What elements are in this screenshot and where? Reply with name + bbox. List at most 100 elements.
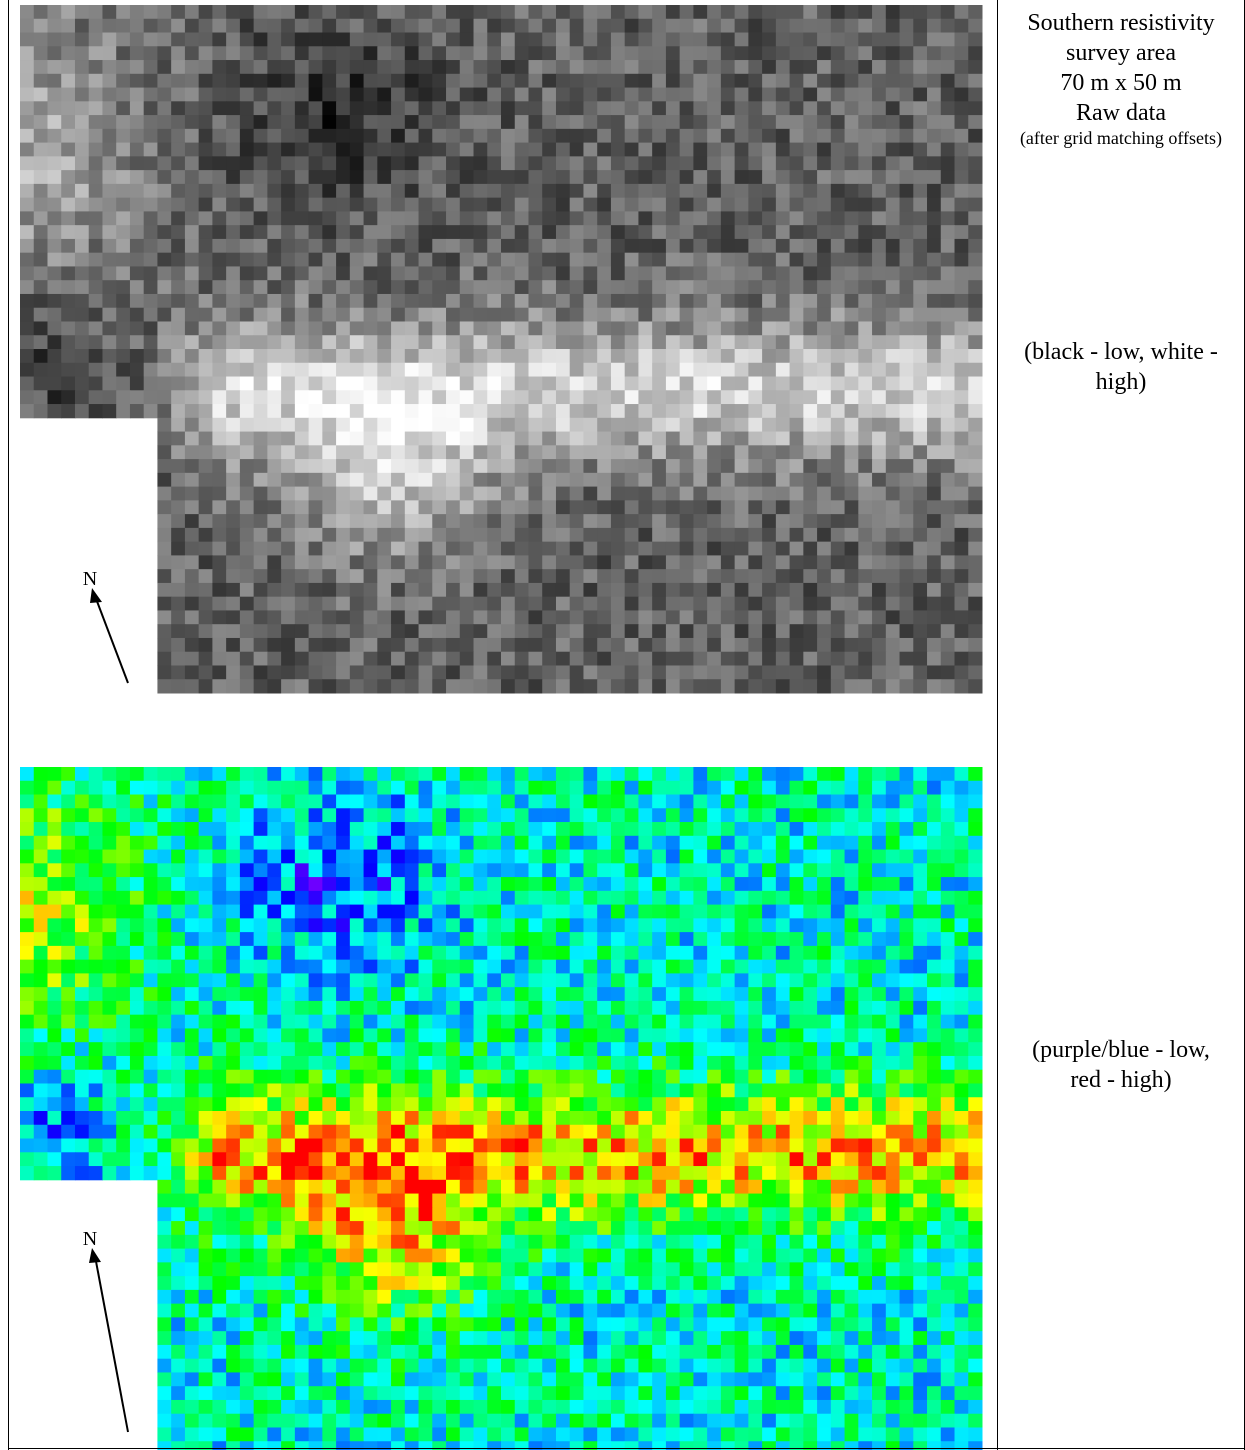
pixel [33,1083,48,1098]
pixel [652,932,667,947]
pixel [198,321,213,336]
pixel [226,390,241,405]
pixel [844,767,859,782]
pixel [899,918,914,933]
pixel [569,863,584,878]
pixel [913,932,928,947]
pixel [789,780,804,796]
pixel [624,115,639,130]
pixel [336,637,351,653]
pixel [487,569,502,584]
pixel [336,1028,351,1043]
pixel [129,808,145,823]
pixel [899,280,914,295]
pixel [583,541,598,556]
pixel [198,679,213,694]
pixel [775,932,791,947]
pixel [789,472,804,488]
pixel [294,863,310,878]
pixel [336,362,351,378]
pixel [212,183,227,199]
pixel [542,1028,557,1043]
pixel [775,582,791,598]
pixel [872,624,887,639]
pixel [404,390,420,405]
pixel [872,890,887,906]
pixel [954,1000,969,1016]
pixel [624,431,639,446]
pixel [487,767,502,782]
pixel [363,362,378,378]
pixel [817,1028,832,1043]
pixel [267,945,282,961]
pixel [927,60,942,75]
pixel [940,918,956,933]
pixel [610,170,626,185]
pixel [281,767,296,782]
pixel [239,431,255,446]
pixel [872,362,887,378]
pixel [555,808,571,823]
pixel [418,959,433,974]
pixel [184,293,200,309]
pixel [872,541,887,556]
pixel [129,293,145,309]
pixel [514,46,529,61]
pixel [308,390,323,405]
pixel [762,1000,777,1016]
pixel [404,349,420,364]
pixel [253,238,268,254]
pixel [624,1014,639,1029]
pixel [501,555,516,570]
pixel [679,46,694,61]
pixel [171,60,186,75]
pixel [528,431,543,446]
pixel [363,1042,378,1057]
pixel [239,1000,255,1016]
pixel [569,1000,584,1016]
pixel [954,376,969,391]
pixel [665,225,681,240]
pixel [734,808,749,823]
pixel [377,335,392,350]
pixel [569,1028,584,1043]
pixel [501,877,516,892]
pixel [528,115,543,130]
pixel [858,156,873,171]
pixel [418,780,433,796]
pixel [418,767,433,782]
pixel [803,197,818,212]
pixel [968,541,983,556]
pixel [33,170,48,185]
pixel [212,959,227,974]
pixel [844,987,859,1002]
pixel [872,822,887,837]
pixel [446,514,461,529]
pixel [198,1042,213,1057]
pixel [652,32,667,47]
pixel [844,225,859,240]
pixel [528,486,543,501]
pixel [940,73,956,89]
pixel [501,1014,516,1029]
pixel [239,335,255,350]
pixel [679,794,694,809]
pixel [844,390,859,405]
pixel [267,555,282,570]
pixel [872,238,887,254]
pixel [528,266,543,281]
pixel [844,445,859,460]
pixel [143,101,158,116]
pixel [171,390,186,405]
pixel [116,280,131,295]
pixel [693,1055,708,1071]
pixel [775,1069,791,1084]
pixel [610,115,626,130]
pixel [748,18,763,34]
pixel [308,624,323,639]
pixel [734,651,749,666]
pixel [308,60,323,75]
pixel [748,459,763,474]
pixel [569,293,584,309]
pixel [432,849,447,864]
